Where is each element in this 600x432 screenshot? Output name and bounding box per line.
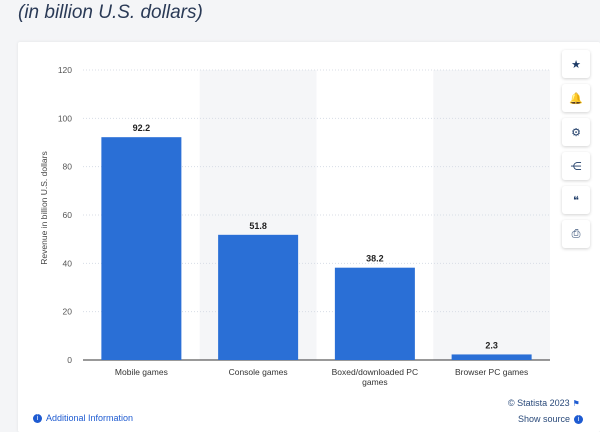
y-tick-label: 120 bbox=[58, 65, 72, 75]
y-tick-label: 80 bbox=[63, 162, 73, 172]
gear-icon[interactable]: ⚙ bbox=[562, 118, 590, 146]
bar bbox=[218, 234, 299, 360]
flag-icon: ⚑ bbox=[572, 398, 580, 408]
print-icon[interactable]: ⎙ bbox=[562, 220, 590, 248]
x-tick-label-line: Mobile games bbox=[115, 367, 168, 377]
bar-value-label: 51.8 bbox=[249, 221, 267, 231]
bar-value-label: 92.2 bbox=[133, 123, 151, 133]
y-tick-label: 40 bbox=[63, 258, 73, 268]
chart-toolbar: ★ 🔔 ⚙ ⋲ ❝ ⎙ bbox=[562, 50, 590, 248]
star-icon[interactable]: ★ bbox=[562, 50, 590, 78]
bar-chart: 0 20 40 60 80 100 120 92.2 Mobile games 51.8 Conso… bbox=[58, 65, 550, 387]
x-tick-label: Browser PC games bbox=[455, 367, 528, 377]
bar bbox=[334, 267, 415, 360]
bell-icon[interactable]: 🔔 bbox=[562, 84, 590, 112]
info-icon: i bbox=[574, 414, 584, 424]
quote-icon[interactable]: ❝ bbox=[562, 186, 590, 214]
bar-value-label: 2.3 bbox=[485, 340, 498, 350]
share-icon[interactable]: ⋲ bbox=[562, 152, 590, 180]
show-source-link[interactable]: Show source i bbox=[518, 414, 584, 424]
chart-subtitle: (in billion U.S. dollars) bbox=[18, 2, 203, 23]
additional-info-link[interactable]: i Additional Information bbox=[33, 413, 133, 423]
bar bbox=[101, 137, 182, 360]
bar bbox=[451, 354, 532, 360]
additional-info-label: Additional Information bbox=[46, 413, 134, 423]
x-tick-label-line: Boxed/downloaded PC bbox=[332, 367, 418, 377]
x-tick-label-line: Console games bbox=[229, 367, 288, 377]
y-tick-label: 0 bbox=[67, 355, 72, 365]
statista-credit[interactable]: © Statista 2023 ⚑ bbox=[508, 398, 580, 408]
info-icon: i bbox=[33, 413, 42, 423]
x-tick-label: Console games bbox=[229, 367, 288, 377]
x-tick-label-line: Browser PC games bbox=[455, 367, 528, 377]
x-tick-label-line: games bbox=[362, 377, 388, 387]
x-tick-label: Mobile games bbox=[115, 367, 168, 377]
x-tick-label: Boxed/downloaded PC games bbox=[332, 367, 418, 387]
y-axis-label: Revenue in billion U.S. dollars bbox=[39, 151, 49, 265]
credit-text: © Statista 2023 bbox=[508, 398, 570, 408]
y-tick-label: 60 bbox=[63, 210, 73, 220]
show-source-label: Show source bbox=[518, 414, 571, 424]
y-tick-label: 20 bbox=[63, 307, 73, 317]
y-tick-label: 100 bbox=[58, 113, 72, 123]
bar-value-label: 38.2 bbox=[366, 254, 384, 264]
